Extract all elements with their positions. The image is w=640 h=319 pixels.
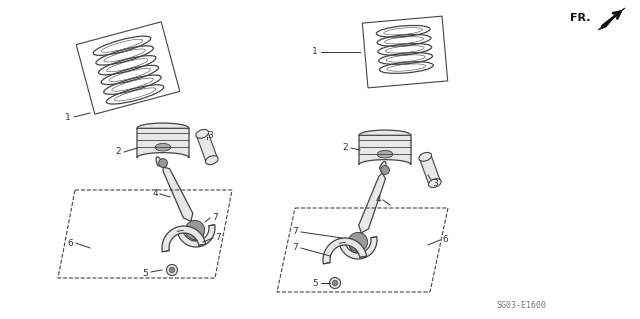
Text: 4: 4 [375,196,381,204]
Text: 4: 4 [152,189,158,198]
Ellipse shape [359,130,411,141]
Polygon shape [598,8,625,30]
Text: 1: 1 [65,114,71,122]
Text: 2: 2 [115,147,121,157]
Polygon shape [339,237,377,259]
Polygon shape [196,132,218,162]
Polygon shape [349,161,386,253]
Text: FR.: FR. [570,13,591,23]
Circle shape [159,159,168,167]
Text: 7: 7 [215,234,221,242]
Ellipse shape [419,152,431,161]
Ellipse shape [155,144,171,151]
Ellipse shape [205,156,218,165]
Ellipse shape [196,130,209,138]
Ellipse shape [428,179,441,188]
Circle shape [348,233,367,252]
Polygon shape [323,238,367,264]
Text: 7: 7 [292,243,298,253]
Circle shape [166,264,177,276]
Text: 3: 3 [432,179,438,188]
Text: 3: 3 [207,131,213,140]
Polygon shape [177,225,215,247]
Polygon shape [420,155,440,185]
Text: 7: 7 [292,227,298,236]
Circle shape [169,267,175,273]
Text: 6: 6 [442,235,448,244]
Text: 2: 2 [342,144,348,152]
Polygon shape [359,135,411,165]
Circle shape [381,166,389,174]
Circle shape [330,278,340,288]
Text: 5: 5 [312,278,318,287]
Text: SG03-E1600: SG03-E1600 [496,301,546,310]
Polygon shape [137,128,189,158]
Polygon shape [156,157,204,241]
Text: 6: 6 [67,239,73,248]
Text: 1: 1 [312,48,318,56]
Ellipse shape [137,123,189,134]
Text: 5: 5 [142,269,148,278]
Circle shape [332,280,338,286]
Text: 7: 7 [212,213,218,222]
Polygon shape [162,226,205,252]
Circle shape [186,220,205,240]
Ellipse shape [377,151,393,158]
